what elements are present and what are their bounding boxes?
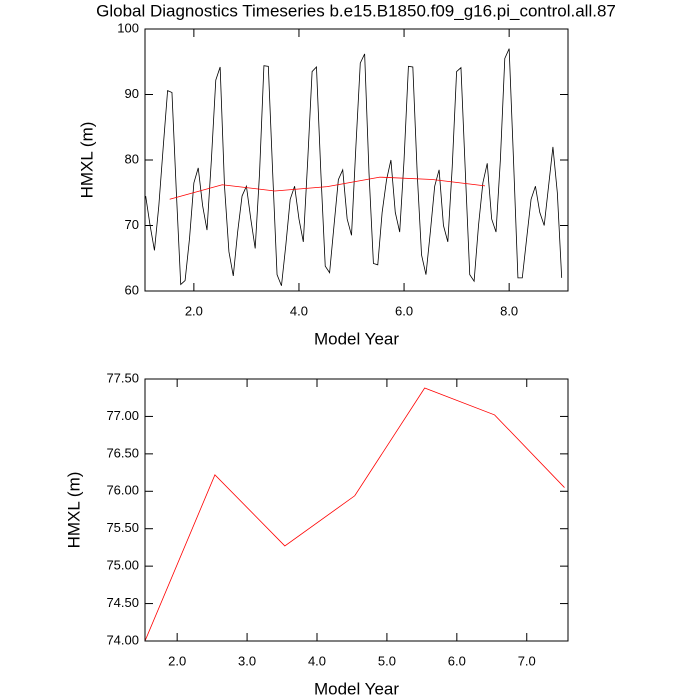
y-axis-label: HMXL (m): [64, 472, 83, 549]
y-axis-label: HMXL (m): [77, 122, 96, 199]
plot: Model Year HMXL (m) 2.0 3.0 4.0 5.0 6.0 7.0 74.0…: [64, 370, 569, 698]
y-tick-label: 90: [125, 86, 139, 101]
plot-frame: [144, 378, 569, 642]
y-tick-label: 74.00: [106, 632, 139, 647]
data-line: [169, 176, 486, 200]
data-line: [144, 387, 565, 642]
x-tick-label: 2.0: [185, 303, 203, 318]
y-tick-label: 100: [117, 20, 139, 35]
y-tick-label: 76.00: [106, 483, 139, 498]
y-tick-label: 75.50: [106, 520, 139, 535]
y-tick-label: 74.50: [106, 595, 139, 610]
y-tick-label: 77.00: [106, 408, 139, 423]
data-line: [145, 48, 563, 286]
x-tick-label: 2.0: [168, 653, 186, 668]
x-tick-label: 3.0: [238, 653, 256, 668]
y-tick-label: 60: [125, 282, 139, 297]
x-tick-label: 4.0: [290, 303, 308, 318]
y-tick-label: 76.50: [106, 445, 139, 460]
plot-frame: [144, 28, 569, 292]
x-tick-label: 7.0: [518, 653, 536, 668]
plot: Global Diagnostics Timeseries b.e15.B185…: [77, 1, 615, 348]
x-axis-label: Model Year: [314, 679, 399, 698]
y-tick-label: 75.00: [106, 558, 139, 573]
y-tick-label: 80: [125, 151, 139, 166]
x-tick-label: 8.0: [500, 303, 518, 318]
x-tick-label: 5.0: [378, 653, 396, 668]
x-axis-label: Model Year: [314, 329, 399, 348]
x-tick-label: 6.0: [448, 653, 466, 668]
x-tick-label: 6.0: [395, 303, 413, 318]
y-tick-label: 77.50: [106, 370, 139, 385]
y-tick-label: 70: [125, 217, 139, 232]
x-tick-label: 4.0: [308, 653, 326, 668]
chart-title: Global Diagnostics Timeseries b.e15.B185…: [96, 1, 616, 20]
